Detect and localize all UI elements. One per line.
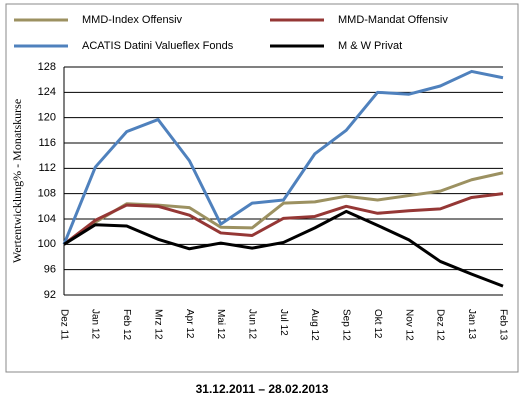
x-tick-label: Feb 13 xyxy=(497,309,508,341)
x-tick-label: Sep 12 xyxy=(341,309,352,341)
series-line xyxy=(63,209,504,288)
x-tick-label: Jul 12 xyxy=(278,309,289,336)
y-tick-label: 112 xyxy=(38,162,56,174)
x-tick-label: Jan 12 xyxy=(90,309,101,339)
series-line xyxy=(62,69,504,245)
legend-label: MMD-Mandat Offensiv xyxy=(338,14,448,26)
y-tick-label: 120 xyxy=(38,112,56,124)
x-tick-label: Jun 12 xyxy=(247,309,258,339)
axis-label: Wertentwicklung% - Monatskurse xyxy=(10,99,24,263)
x-tick-label: Feb 12 xyxy=(121,309,132,341)
x-tick-label: Dez 12 xyxy=(435,309,446,341)
x-tick-label: Mrz 12 xyxy=(152,309,163,340)
y-tick-label: 92 xyxy=(44,289,56,301)
x-tick-label: Mai 12 xyxy=(215,309,226,339)
legend-label: M & W Privat xyxy=(338,40,402,52)
legend-label: MMD-Index Offensiv xyxy=(82,14,183,26)
series-line xyxy=(63,192,504,246)
x-tick-label: Dez 11 xyxy=(58,309,69,340)
x-tick-label: Nov 12 xyxy=(403,309,414,341)
y-tick-label: 108 xyxy=(38,188,56,200)
y-tick-label: 116 xyxy=(38,137,56,149)
x-tick-label: Okt 12 xyxy=(372,309,383,339)
y-tick-label: 124 xyxy=(38,86,56,98)
y-tick-label: 96 xyxy=(44,264,56,276)
x-tick-label: Apr 12 xyxy=(184,309,195,339)
y-tick-label: 128 xyxy=(38,61,56,73)
x-tick-label: Aug 12 xyxy=(309,309,320,341)
x-tick-label: Jan 13 xyxy=(466,309,477,339)
legend-label: ACATIS Datini Valueflex Fonds xyxy=(82,40,234,52)
chart-frame xyxy=(5,3,519,373)
y-tick-label: 104 xyxy=(38,213,56,225)
caption: 31.12.2011 – 28.02.2013 xyxy=(196,382,329,396)
y-tick-label: 100 xyxy=(38,238,56,250)
